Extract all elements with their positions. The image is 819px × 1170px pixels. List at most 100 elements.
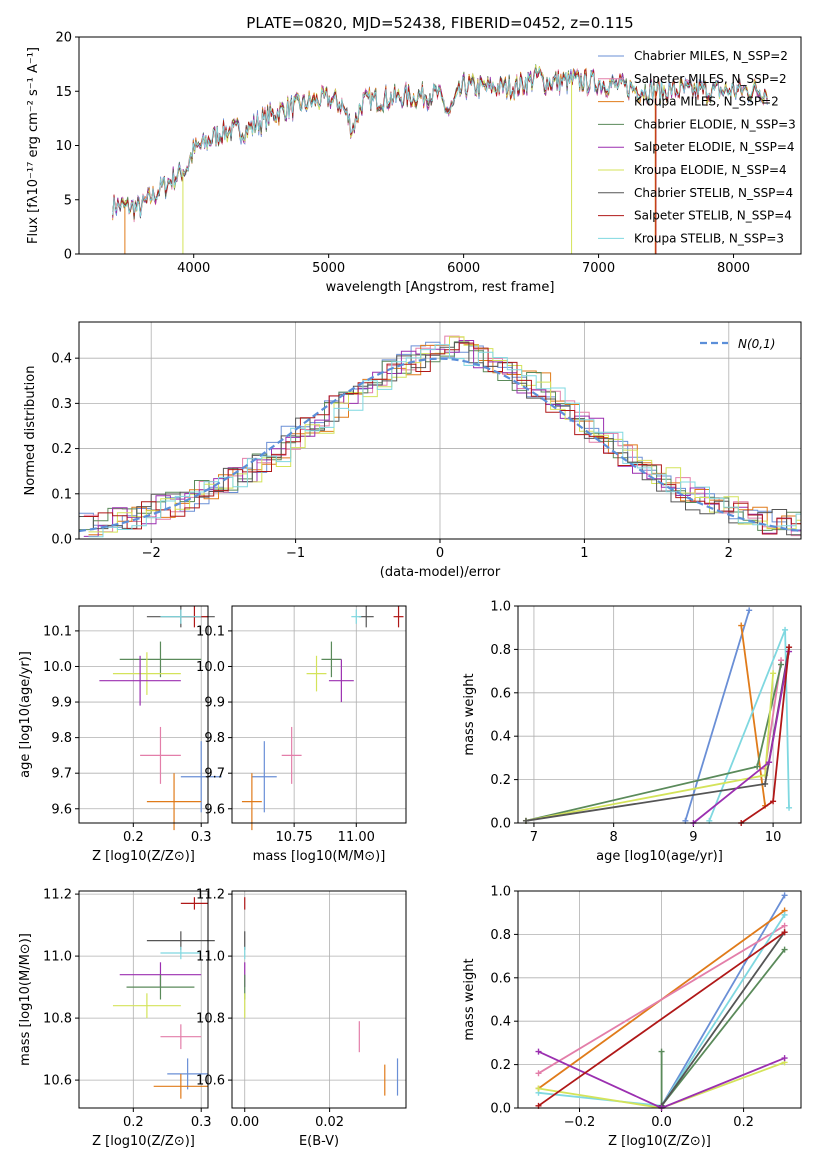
y-tick-label: 10 bbox=[55, 139, 72, 154]
legend-label: Chabrier STELIB, N_SSP=4 bbox=[634, 186, 793, 200]
x-tick-label: 0.00 bbox=[230, 1115, 259, 1130]
histograms bbox=[79, 335, 801, 538]
x-tick-label: 0 bbox=[436, 546, 444, 561]
weight-marker bbox=[778, 661, 785, 668]
weight-line bbox=[525, 647, 790, 822]
y-tick-label: 0.6 bbox=[490, 686, 511, 701]
weight-marker bbox=[786, 644, 793, 651]
y-tick-label: 0.4 bbox=[51, 352, 72, 367]
y-tick-label: 11.2 bbox=[43, 888, 72, 903]
spectrum-series bbox=[112, 67, 768, 217]
x-tick-label: 2 bbox=[725, 546, 733, 561]
weight-lines bbox=[522, 607, 793, 826]
legend-label: Salpeter ELODIE, N_SSP=4 bbox=[634, 140, 795, 154]
legend-label: Salpeter MILES, N_SSP=2 bbox=[634, 72, 787, 86]
y-tick-label: 9.8 bbox=[51, 731, 72, 746]
y-tick-label: 0.4 bbox=[490, 1015, 511, 1030]
x-tick-label: −0.2 bbox=[564, 1115, 596, 1130]
weight-marker bbox=[781, 929, 788, 936]
weight-line bbox=[660, 894, 786, 1107]
y-tick-label: 0.2 bbox=[51, 442, 72, 457]
weight-marker bbox=[535, 1085, 542, 1092]
y-axis-label: mass weight bbox=[462, 673, 477, 755]
weight-line bbox=[684, 610, 751, 822]
x-tick-label: 7000 bbox=[582, 261, 615, 276]
gaussian-curve bbox=[79, 357, 801, 533]
y-tick-label: 10.6 bbox=[196, 1074, 225, 1089]
x-tick-label: −2 bbox=[142, 546, 161, 561]
weight-marker bbox=[786, 804, 793, 811]
y-tick-label: 9.6 bbox=[51, 802, 72, 817]
histogram-series bbox=[79, 342, 801, 536]
y-tick-label: 9.6 bbox=[204, 802, 225, 817]
weight-marker bbox=[781, 892, 788, 899]
x-axis-label: E(B-V) bbox=[299, 1134, 339, 1149]
legend-label: Chabrier MILES, N_SSP=2 bbox=[634, 49, 788, 63]
weight-line bbox=[708, 629, 790, 822]
y-tick-label: 10.6 bbox=[43, 1074, 72, 1089]
y-axis-label: Flux [fλ10⁻¹⁷ erg cm⁻² s⁻¹ A⁻¹] bbox=[26, 47, 41, 244]
x-axis-label: wavelength [Angstrom, rest frame] bbox=[326, 280, 555, 295]
x-axis-label: Z [log10(Z/Z⊙)] bbox=[92, 849, 195, 864]
y-tick-label: 10.1 bbox=[196, 624, 225, 639]
x-axis-label: Z [log10(Z/Z⊙)] bbox=[92, 1134, 195, 1149]
y-tick-label: 10.8 bbox=[196, 1012, 225, 1027]
y-tick-label: 0.8 bbox=[490, 643, 511, 658]
x-tick-label: 0.2 bbox=[123, 1115, 144, 1130]
weight-line bbox=[538, 924, 786, 1075]
histogram-series bbox=[83, 342, 801, 535]
y-tick-label: 15 bbox=[55, 85, 72, 100]
weight-marker bbox=[781, 922, 788, 929]
weight-marker bbox=[535, 1048, 542, 1055]
histogram-series bbox=[83, 340, 801, 537]
histogram-series bbox=[79, 341, 801, 531]
y-tick-label: 10.8 bbox=[43, 1012, 72, 1027]
axes-frame bbox=[517, 605, 802, 824]
weight-marker bbox=[658, 1048, 665, 1055]
weight-marker bbox=[762, 780, 769, 787]
chart-title: PLATE=0820, MJD=52438, FIBERID=0452, z=0… bbox=[246, 14, 633, 32]
x-axis-label: mass [log10(M/M⊙)] bbox=[253, 849, 386, 864]
x-tick-label: 4000 bbox=[177, 261, 210, 276]
weight-line bbox=[525, 673, 774, 822]
y-axis-label: mass [log10(M/M⊙)] bbox=[18, 933, 33, 1066]
y-axis-label: age [log10(age/yr)] bbox=[18, 651, 33, 778]
x-axis-label: age [log10(age/yr)] bbox=[596, 849, 723, 864]
x-tick-label: 8000 bbox=[717, 261, 750, 276]
error-bars bbox=[112, 897, 215, 1099]
x-tick-label: 6000 bbox=[447, 261, 480, 276]
y-tick-label: 11.2 bbox=[196, 888, 225, 903]
y-tick-label: 9.9 bbox=[51, 696, 72, 711]
y-tick-label: 10.0 bbox=[43, 660, 72, 675]
legend-label: Kroupa ELODIE, N_SSP=4 bbox=[634, 163, 787, 177]
y-tick-label: 0.1 bbox=[51, 487, 72, 502]
y-tick-label: 0.0 bbox=[490, 1102, 511, 1117]
y-tick-label: 0.4 bbox=[490, 730, 511, 745]
y-tick-label: 10.1 bbox=[43, 624, 72, 639]
weight-marker bbox=[781, 946, 788, 953]
axes-frame bbox=[78, 321, 802, 540]
weight-marker bbox=[782, 626, 789, 633]
y-tick-label: 9.8 bbox=[204, 731, 225, 746]
x-tick-label: 0.0 bbox=[651, 1115, 672, 1130]
y-tick-label: 9.9 bbox=[204, 696, 225, 711]
weight-marker bbox=[770, 798, 777, 805]
axes-frame bbox=[78, 605, 209, 824]
histogram-series bbox=[88, 336, 801, 533]
y-tick-label: 1.0 bbox=[490, 885, 511, 900]
weight-marker bbox=[781, 1055, 788, 1062]
y-tick-label: 9.7 bbox=[204, 767, 225, 782]
y-tick-label: 10.0 bbox=[196, 660, 225, 675]
weight-line bbox=[537, 931, 786, 1107]
weight-marker bbox=[746, 607, 753, 614]
x-tick-label: 0.2 bbox=[733, 1115, 754, 1130]
histogram-series bbox=[83, 335, 801, 537]
weight-line bbox=[692, 651, 790, 824]
legend-label: Salpeter STELIB, N_SSP=4 bbox=[634, 209, 792, 223]
error-bars bbox=[244, 897, 399, 1096]
axes-frame bbox=[78, 36, 802, 255]
legend-label: Chabrier ELODIE, N_SSP=3 bbox=[634, 117, 796, 131]
axes-frame bbox=[231, 890, 407, 1109]
weight-marker bbox=[766, 759, 773, 766]
axes-frame bbox=[517, 890, 802, 1109]
